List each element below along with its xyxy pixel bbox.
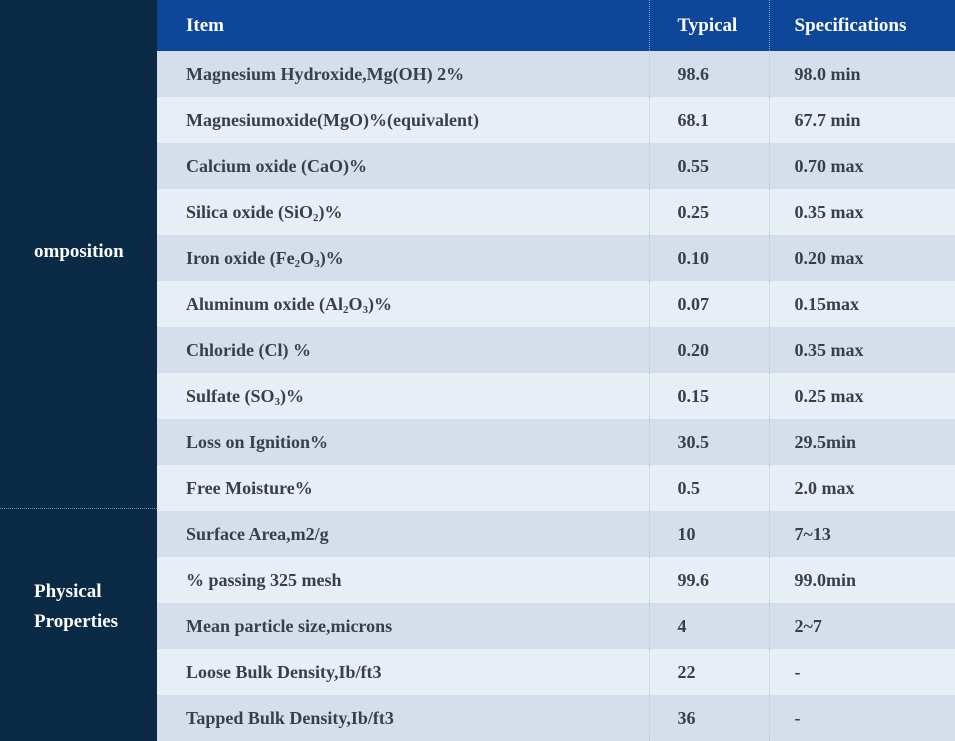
item-cell: Mean particle size,microns — [186, 615, 393, 636]
spec-cell: 98.0 min — [768, 51, 955, 97]
item-cell: % passing 325 mesh — [186, 569, 342, 590]
group-label-composition: omposition — [0, 237, 157, 267]
table-row: Aluminum oxide (Al2O3)% 0.07 0.15max — [157, 281, 955, 327]
subscript: 3 — [274, 395, 281, 408]
item-cell: Tapped Bulk Density,Ib/ft3 — [186, 707, 394, 728]
item-text: )% — [318, 201, 343, 222]
group-label-line: Properties — [34, 611, 119, 632]
table-row: Magnesium Hydroxide,Mg(OH) 2% 98.6 98.0 … — [157, 51, 955, 97]
spec-cell: 0.35 max — [768, 327, 955, 373]
subscript: 2 — [313, 211, 319, 224]
item-text: Iron oxide (Fe — [186, 247, 295, 268]
item-cell: Surface Area,m2/g — [186, 523, 329, 544]
table-row: % passing 325 mesh 99.6 99.0min — [157, 557, 955, 603]
item-text: O — [300, 247, 315, 268]
item-cell: Magnesiumoxide(MgO)%(equivalent) — [186, 109, 479, 130]
spec-cell: 0.15max — [768, 281, 955, 327]
table-row: Magnesiumoxide(MgO)%(equivalent) 68.1 67… — [157, 97, 955, 143]
typical-cell: 0.07 — [648, 281, 769, 327]
typical-cell: 0.25 — [648, 189, 769, 235]
item-text: O — [348, 293, 363, 314]
spec-cell: 29.5min — [768, 419, 955, 465]
typical-cell: 22 — [648, 649, 769, 695]
group-label-line: omposition — [34, 241, 124, 262]
item-cell: Free Moisture% — [186, 477, 313, 498]
typical-cell: 30.5 — [648, 419, 769, 465]
spec-cell: 0.25 max — [768, 373, 955, 419]
typical-cell: 10 — [648, 511, 769, 557]
group-sidebar: omposition Physical Properties — [0, 0, 157, 737]
spec-cell: 0.70 max — [768, 143, 955, 189]
item-cell: Sulfate (SO3)% — [157, 373, 649, 419]
typical-cell: 98.6 — [648, 51, 769, 97]
group-label-line: Physical — [34, 581, 102, 602]
spec-cell: 2~7 — [768, 603, 955, 649]
item-text: Aluminum oxide (Al — [186, 293, 344, 314]
table-row: Surface Area,m2/g 10 7~13 — [157, 511, 955, 557]
table-row: Silica oxide (SiO2)% 0.25 0.35 max — [157, 189, 955, 235]
spec-cell: 67.7 min — [768, 97, 955, 143]
item-text: )% — [280, 385, 305, 406]
item-text: )% — [319, 247, 344, 268]
subscript: 2 — [343, 303, 349, 316]
item-cell: Magnesium Hydroxide,Mg(OH) 2% — [186, 63, 465, 84]
group-label-physical-properties: Physical Properties — [0, 577, 157, 637]
typical-cell: 68.1 — [648, 97, 769, 143]
item-cell: Calcium oxide (CaO)% — [186, 155, 367, 176]
spec-cell: 99.0min — [768, 557, 955, 603]
spec-cell: 2.0 max — [768, 465, 955, 511]
table-row: Free Moisture% 0.5 2.0 max — [157, 465, 955, 511]
header-item: Item — [186, 14, 224, 36]
subscript: 3 — [314, 257, 320, 270]
item-text: )% — [368, 293, 393, 314]
table-row: Loss on Ignition% 30.5 29.5min — [157, 419, 955, 465]
typical-cell: 0.10 — [648, 235, 769, 281]
group-divider — [0, 508, 157, 509]
spec-cell: 0.35 max — [768, 189, 955, 235]
item-cell: Silica oxide (SiO2)% — [157, 189, 649, 235]
spec-cell: - — [768, 695, 955, 741]
header-specifications: Specifications — [768, 0, 955, 51]
typical-cell: 99.6 — [648, 557, 769, 603]
table-row: Iron oxide (Fe2O3)% 0.10 0.20 max — [157, 235, 955, 281]
item-cell: Chloride (Cl) % — [186, 339, 311, 360]
table-row: Calcium oxide (CaO)% 0.55 0.70 max — [157, 143, 955, 189]
subscript: 2 — [294, 257, 301, 270]
subscript: 3 — [362, 303, 369, 316]
typical-cell: 0.55 — [648, 143, 769, 189]
table-row: Tapped Bulk Density,Ib/ft3 36 - — [157, 695, 955, 741]
item-text: Silica oxide (SiO — [186, 201, 314, 222]
item-cell: Loss on Ignition% — [186, 431, 329, 452]
typical-cell: 0.15 — [648, 373, 769, 419]
spec-cell: 7~13 — [768, 511, 955, 557]
typical-cell: 4 — [648, 603, 769, 649]
typical-cell: 36 — [648, 695, 769, 741]
table-row: Sulfate (SO3)% 0.15 0.25 max — [157, 373, 955, 419]
table-row: Mean particle size,microns 4 2~7 — [157, 603, 955, 649]
typical-cell: 0.20 — [648, 327, 769, 373]
table-row: Chloride (Cl) % 0.20 0.35 max — [157, 327, 955, 373]
typical-cell: 0.5 — [648, 465, 769, 511]
table-row: Loose Bulk Density,Ib/ft3 22 - — [157, 649, 955, 695]
item-text: Sulfate (SO — [186, 385, 275, 406]
table-header-row: Item Typical Specifications — [157, 0, 955, 51]
item-cell: Aluminum oxide (Al2O3)% — [157, 281, 649, 327]
item-cell: Iron oxide (Fe2O3)% — [157, 235, 649, 281]
item-cell: Loose Bulk Density,Ib/ft3 — [186, 661, 382, 682]
spec-cell: 0.20 max — [768, 235, 955, 281]
specifications-table: Item Typical Specifications Magnesium Hy… — [157, 0, 955, 741]
spec-cell: - — [768, 649, 955, 695]
header-typical: Typical — [648, 0, 769, 51]
